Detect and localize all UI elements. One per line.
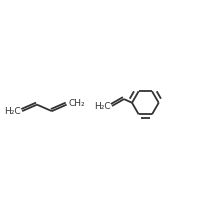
Text: H₂C: H₂C (94, 102, 111, 111)
Text: CH₂: CH₂ (68, 99, 85, 108)
Text: H₂C: H₂C (4, 107, 20, 116)
